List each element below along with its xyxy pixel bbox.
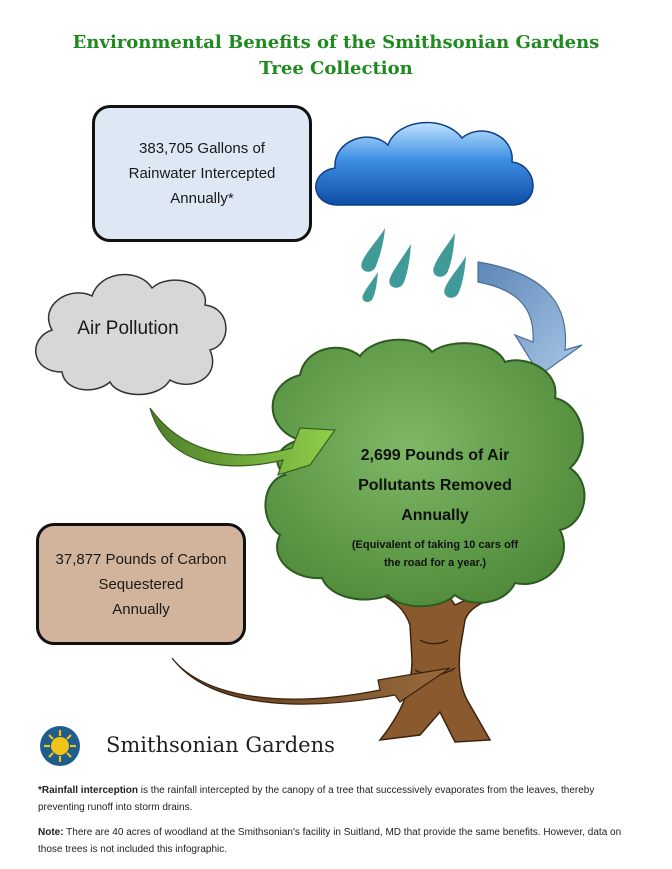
pollution-to-tree-arrow	[149, 407, 337, 476]
tree-pollutants-line-2: Pollutants Removed	[358, 477, 512, 494]
rainfall-footnote: *Rainfall interception is the rainfall i…	[38, 782, 638, 816]
smithsonian-sun-logo-icon	[40, 726, 80, 766]
page-title-line-1: Environmental Benefits of the Smithsonia…	[72, 32, 600, 53]
carbon-line-3: Annually	[112, 600, 170, 618]
air-pollution-cloud-icon	[35, 273, 227, 396]
tree-trunk-icon	[374, 588, 508, 743]
note-footnote-text: There are 40 acres of woodland at the Sm…	[38, 827, 622, 855]
rainfall-line-1: 383,705 Gallons of	[139, 140, 265, 157]
air-pollution-label: Air Pollution	[77, 318, 179, 339]
tree-equivalent-line-1: (Equivalent of taking 10 cars off	[351, 539, 519, 551]
note-footnote: Note: There are 40 acres of woodland at …	[38, 824, 638, 858]
rainfall-line-2: Rainwater Intercepted	[128, 165, 276, 182]
tree-pollutants-line-1: 2,699 Pounds of Air	[360, 447, 510, 464]
rainfall-footnote-term: *Rainfall interception	[38, 785, 139, 796]
rain-cloud-icon	[315, 121, 534, 206]
carbon-line-1: 37,877 Pounds of Carbon	[55, 550, 227, 568]
rainfall-footnote-text: is the rainfall intercepted by the canop…	[38, 785, 595, 813]
tree-canopy-icon	[264, 338, 586, 608]
rainfall-interception-box: 383,705 Gallons of Rainwater Intercepted…	[92, 105, 312, 242]
tree-pollutants-line-3: Annually	[401, 507, 469, 524]
note-footnote-label: Note:	[38, 827, 64, 838]
smithsonian-gardens-logo-text: Smithsonian Gardens	[106, 733, 335, 757]
tree-equivalent-line-2: the road for a year.)	[383, 557, 487, 569]
rainfall-line-3: Annually*	[170, 190, 234, 207]
tree-to-carbon-arrow	[171, 657, 451, 705]
page-title-line-2: Tree Collection	[259, 58, 413, 79]
raindrops-icon	[361, 228, 466, 302]
carbon-sequestered-box: 37,877 Pounds of Carbon Sequestered Annu…	[36, 523, 246, 645]
rain-to-tree-arrow	[477, 261, 583, 376]
carbon-line-2: Sequestered	[98, 575, 184, 593]
